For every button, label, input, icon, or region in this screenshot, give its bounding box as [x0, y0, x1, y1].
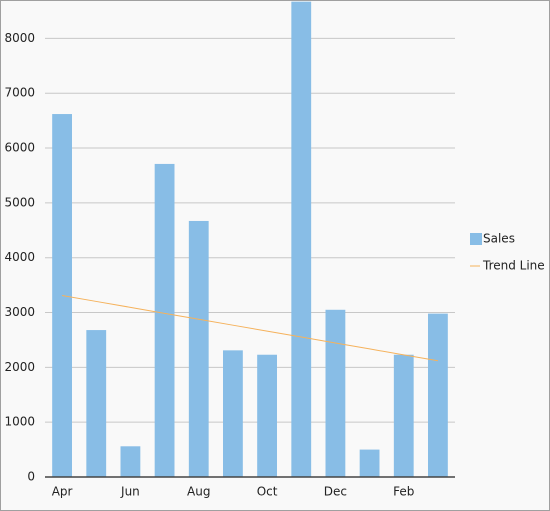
legend-label: Sales [483, 232, 515, 246]
bar [257, 354, 277, 477]
x-tick-label: Apr [52, 485, 73, 499]
bar [325, 309, 346, 477]
legend-swatch [470, 233, 482, 245]
y-tick-label: 6000 [4, 141, 35, 155]
x-tick-label: Aug [187, 485, 210, 499]
x-tick-label: Feb [393, 485, 414, 499]
legend-label: Trend Line [482, 259, 545, 273]
trend-line [61, 295, 439, 362]
y-tick-label: 7000 [4, 86, 35, 100]
bar [154, 163, 175, 477]
y-tick-label: 8000 [4, 31, 35, 45]
y-tick-label: 2000 [4, 360, 35, 374]
y-tick-label: 3000 [4, 305, 35, 319]
y-tick-label: 4000 [4, 250, 35, 264]
bar [120, 446, 141, 477]
bar [86, 330, 107, 477]
bar [188, 220, 209, 477]
bar [291, 1, 312, 477]
bar [393, 354, 414, 477]
x-tick-label: Dec [324, 485, 347, 499]
y-tick-label: 1000 [4, 415, 35, 429]
bar [359, 449, 380, 477]
x-tick-label: Jun [120, 485, 140, 499]
y-tick-label: 0 [27, 470, 35, 484]
x-tick-label: Oct [257, 485, 278, 499]
y-tick-label: 5000 [4, 195, 35, 209]
bar [223, 350, 243, 477]
bar [428, 313, 448, 477]
